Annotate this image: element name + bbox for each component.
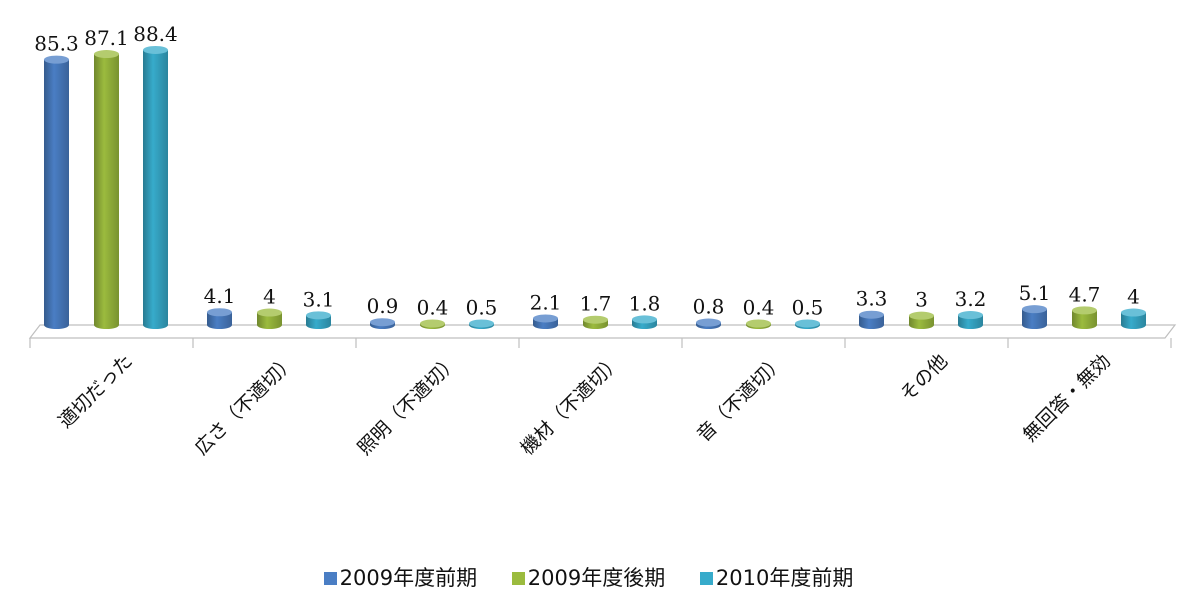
bar — [44, 55, 69, 329]
legend-item-series-1: 2009年度後期 — [511, 562, 666, 592]
bar — [370, 318, 395, 329]
data-label: 3.1 — [303, 287, 335, 311]
bar-body — [257, 312, 282, 329]
data-label: 5.1 — [1019, 281, 1051, 305]
bar-top — [859, 310, 884, 319]
bar-top — [306, 311, 331, 320]
legend-label: 2009年度前期 — [339, 566, 478, 590]
bar-top — [1072, 306, 1097, 315]
bar-top — [469, 319, 494, 328]
category-labels: 適切だった 広さ（不適切） 照明（不適切） 機材（不適切） 音（不適切） その他 無回答・無… — [54, 350, 1115, 460]
bar-top — [370, 318, 395, 327]
data-label: 0.5 — [466, 295, 498, 319]
bar — [746, 319, 771, 329]
bar — [257, 308, 282, 329]
bar — [469, 319, 494, 329]
data-label: 88.4 — [133, 22, 178, 46]
bar-body — [958, 315, 983, 329]
bar-top — [795, 319, 820, 328]
data-label: 3.3 — [856, 287, 888, 311]
bar-top — [1022, 305, 1047, 314]
legend-item-series-2: 2010年度前期 — [699, 562, 854, 592]
data-label: 87.1 — [84, 26, 129, 50]
bar — [696, 318, 721, 329]
data-label: 4.7 — [1069, 282, 1101, 306]
data-label: 0.5 — [792, 295, 824, 319]
bar-body — [143, 49, 168, 329]
data-label: 4 — [263, 285, 276, 309]
legend-swatch — [511, 572, 525, 585]
data-label: 1.7 — [580, 292, 612, 316]
legend: 2009年度前期 2009年度後期 2010年度前期 — [0, 562, 1177, 592]
bar — [1022, 305, 1047, 329]
bar-top — [746, 319, 771, 328]
bar-top — [143, 45, 168, 54]
bar — [958, 311, 983, 329]
bar — [632, 315, 657, 329]
data-label: 0.9 — [367, 294, 399, 318]
bar-top — [909, 311, 934, 320]
bar — [207, 308, 232, 329]
legend-swatch — [699, 572, 713, 585]
data-label: 2.1 — [530, 290, 562, 314]
data-label: 1.8 — [629, 291, 661, 315]
bar-top — [94, 50, 119, 59]
category-label: 機材（不適切） — [516, 350, 626, 460]
category-label: その他 — [896, 350, 952, 406]
bar-body — [859, 314, 884, 329]
bar-top — [958, 311, 983, 320]
legend-swatch — [323, 572, 337, 585]
data-label: 3.2 — [955, 287, 987, 311]
bar — [909, 311, 934, 329]
legend-item-series-0: 2009年度前期 — [323, 562, 478, 592]
chart-floor — [28, 324, 1177, 348]
bar — [1121, 308, 1146, 329]
bar-body — [207, 312, 232, 329]
bar — [420, 319, 445, 329]
bar-body — [1121, 312, 1146, 329]
bar-top — [583, 315, 608, 324]
bar-body — [44, 59, 69, 329]
category-label: 照明（不適切） — [353, 350, 463, 460]
legend-label: 2009年度後期 — [527, 566, 666, 590]
bar — [859, 310, 884, 329]
bar — [795, 319, 820, 329]
bar-top — [420, 319, 445, 328]
bar — [533, 314, 558, 329]
bar-top — [1121, 308, 1146, 317]
data-label: 3 — [915, 288, 928, 312]
data-labels: 85.3 87.1 88.4 4.1 4 3.1 0.9 0.4 0.5 2.1 1.7 1.8 0.8… — [34, 22, 1140, 320]
bar — [94, 50, 119, 329]
bar-body — [1022, 309, 1047, 329]
bar-top — [533, 314, 558, 323]
bar-top — [632, 315, 657, 324]
bar — [306, 311, 331, 329]
bar — [143, 45, 168, 329]
data-label: 4.1 — [204, 284, 236, 308]
bar-top — [44, 55, 69, 64]
data-label: 85.3 — [34, 32, 79, 56]
data-label: 0.4 — [417, 296, 449, 320]
bar — [1072, 306, 1097, 329]
category-label: 音（不適切） — [693, 350, 789, 446]
legend-label: 2010年度前期 — [715, 566, 854, 590]
category-label: 無回答・無効 — [1019, 350, 1115, 446]
data-label: 0.4 — [743, 296, 775, 320]
bar-top — [257, 308, 282, 317]
data-label: 0.8 — [693, 295, 725, 319]
bar — [583, 315, 608, 329]
data-label: 4 — [1127, 285, 1140, 309]
bar-body — [1072, 310, 1097, 329]
category-label: 適切だった — [54, 350, 137, 433]
bar-body — [94, 54, 119, 329]
category-label: 広さ（不適切） — [190, 350, 300, 460]
bar-top — [696, 318, 721, 327]
chart-bars — [44, 45, 1146, 329]
bar-top — [207, 308, 232, 317]
